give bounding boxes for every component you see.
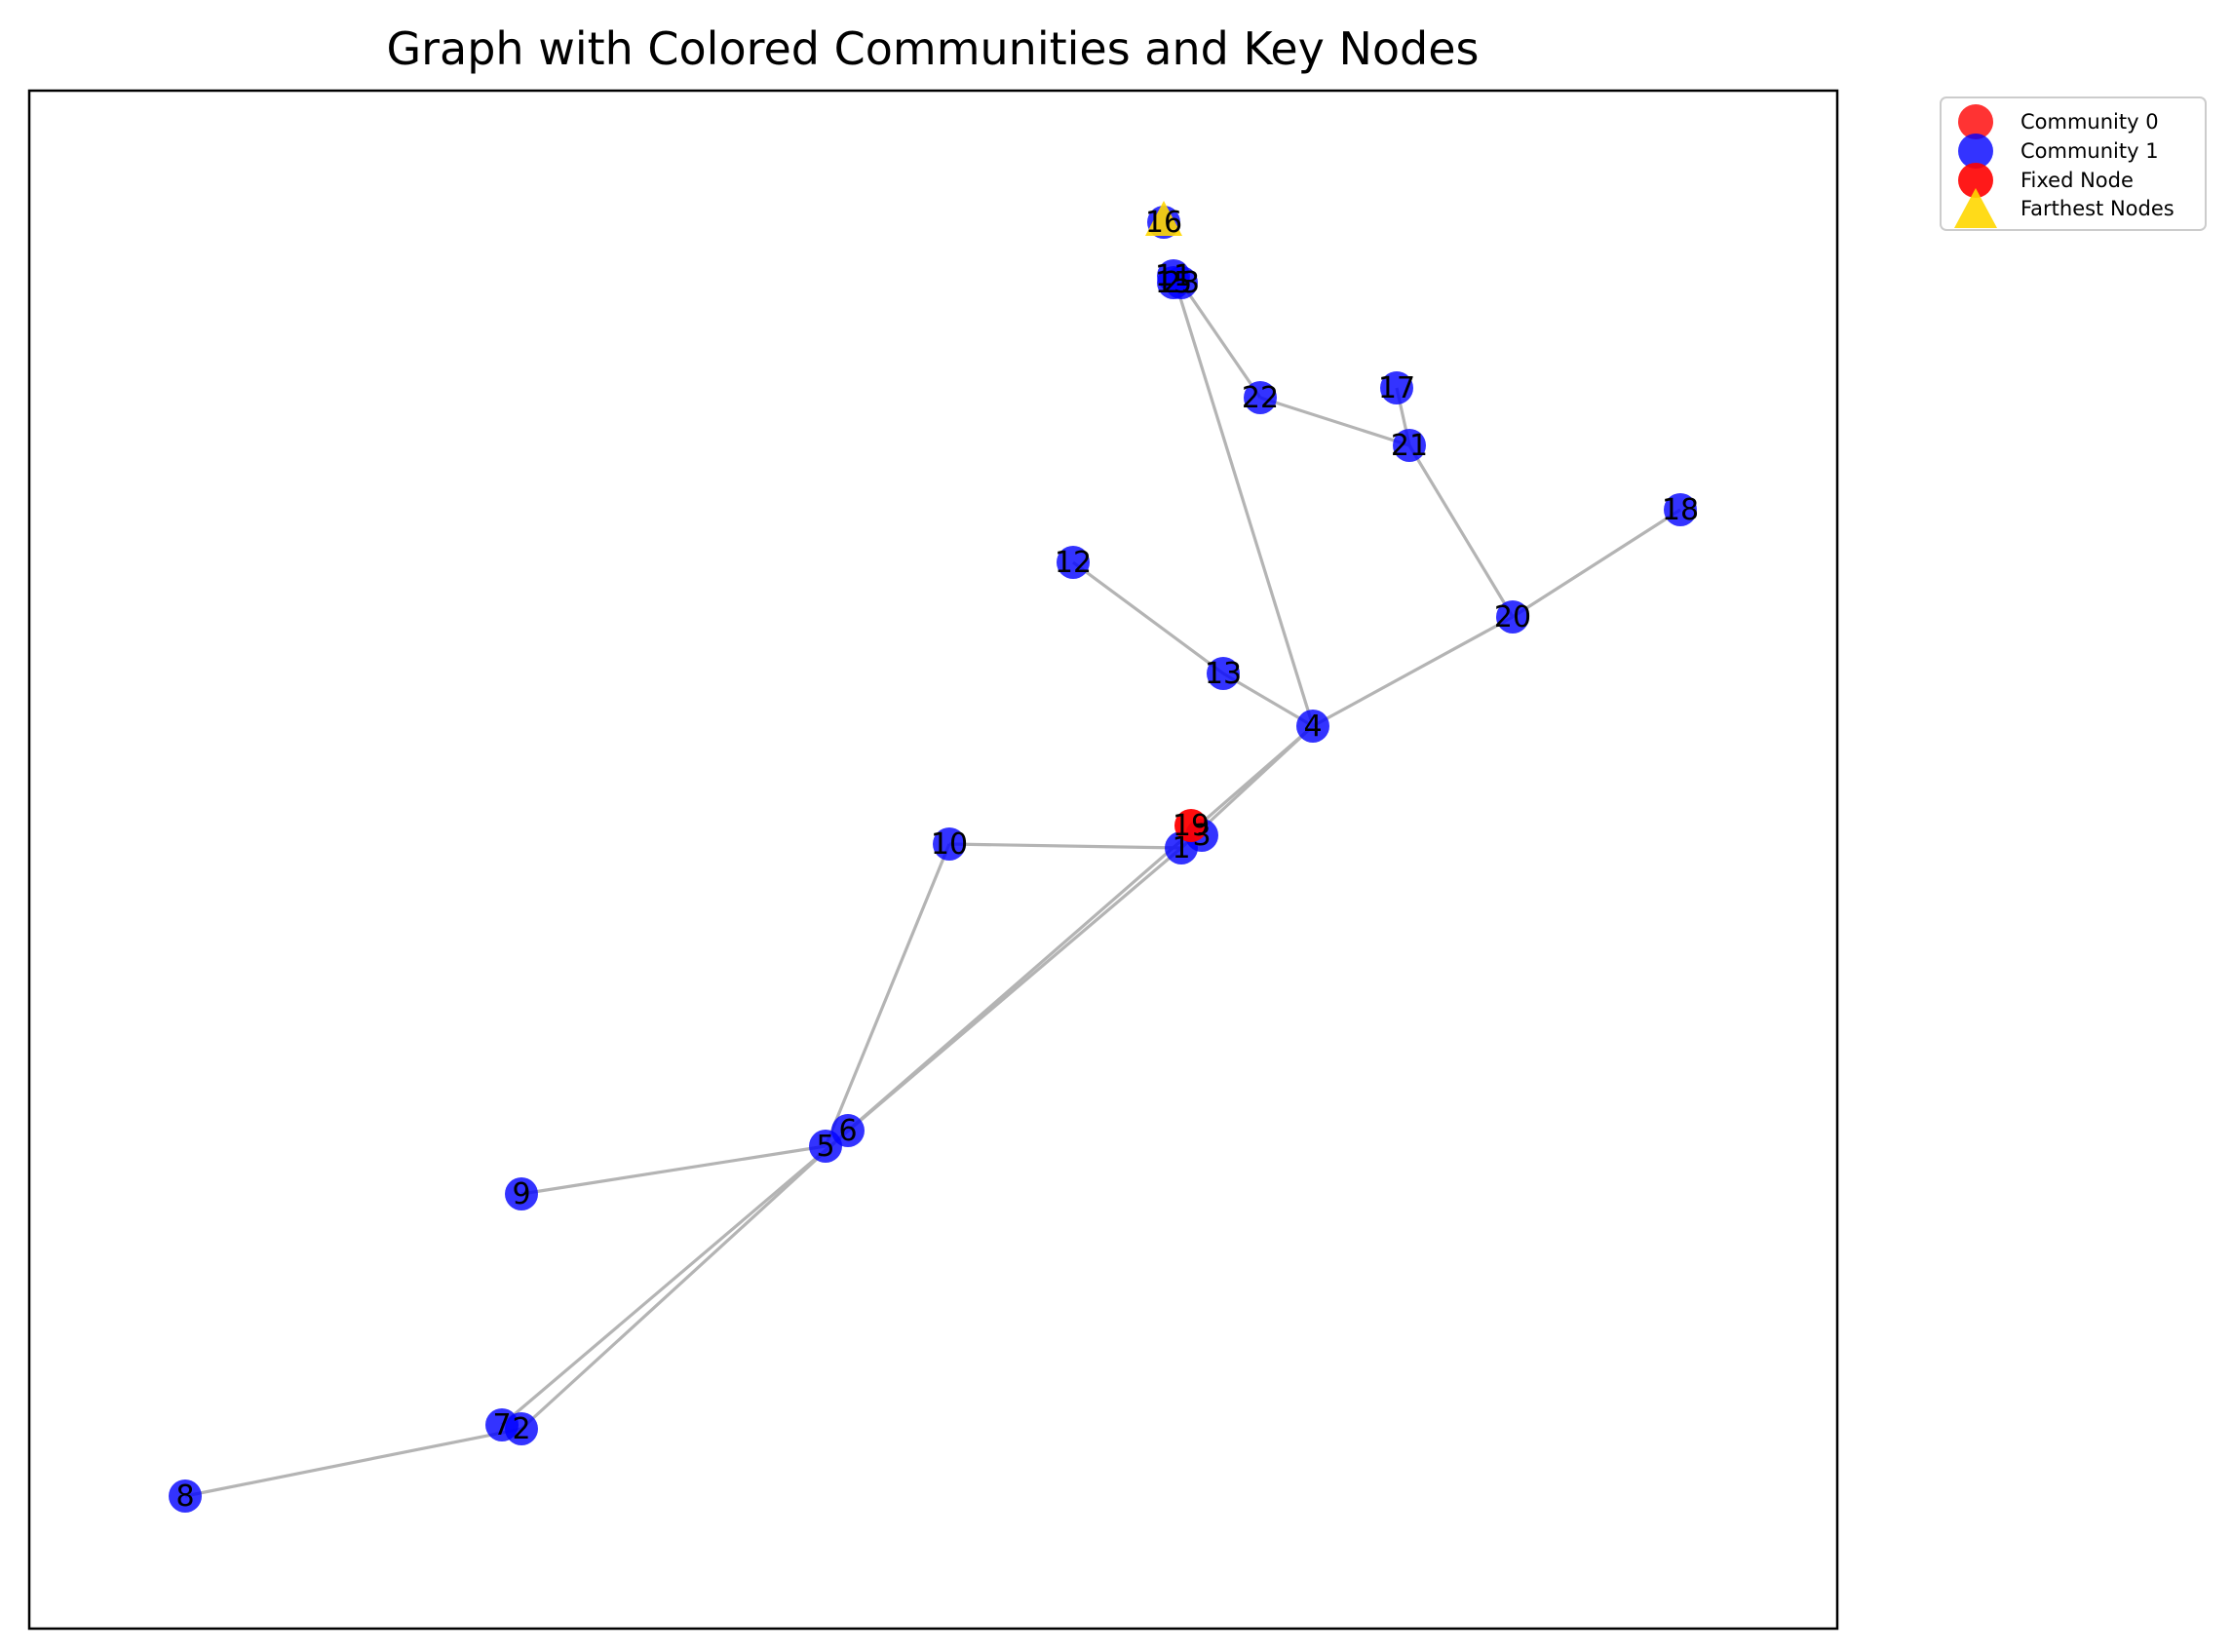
node-label-20: 20 (1494, 600, 1531, 634)
legend-marker-farthest-nodes (1954, 188, 1997, 228)
node-marker-12 (1057, 546, 1090, 579)
edge-4-20 (1312, 615, 1514, 728)
node-10 (933, 827, 966, 861)
node-marker-17 (1380, 371, 1413, 404)
node-label-1: 1 (1172, 831, 1190, 865)
node-marker-23 (1165, 266, 1198, 299)
legend-label-fixed-node: Fixed Node (2020, 169, 2134, 192)
node-18 (1664, 493, 1697, 526)
node-23 (1165, 266, 1198, 299)
node-9 (505, 1177, 538, 1210)
legend-box (1940, 96, 2207, 231)
node-marker-10 (933, 827, 966, 861)
node-13 (1207, 657, 1240, 690)
node-label-5: 5 (816, 1130, 834, 1164)
node-label-19: 19 (1173, 809, 1210, 843)
farthest-node-marker-16 (1145, 201, 1182, 236)
edge-4-13 (1222, 672, 1314, 728)
node-22 (1244, 381, 1277, 414)
node-8 (169, 1479, 202, 1513)
chart-title: Graph with Colored Communities and Key N… (386, 22, 1479, 75)
node-17 (1380, 371, 1413, 404)
node-marker-21 (1393, 429, 1426, 462)
edges-layer (184, 275, 1681, 1498)
node-marker-18 (1664, 493, 1697, 526)
node-marker-9 (505, 1177, 538, 1210)
legend-label-farthest-nodes: Farthest Nodes (2020, 197, 2174, 220)
node-19 (1174, 809, 1208, 842)
node-label-23: 23 (1163, 266, 1200, 300)
node-label-2: 2 (512, 1412, 530, 1446)
edge-4-11 (1172, 275, 1315, 727)
node-7 (485, 1408, 519, 1441)
edge-5-9 (520, 1144, 827, 1196)
node-label-18: 18 (1662, 493, 1699, 527)
node-label-12: 12 (1055, 546, 1092, 580)
legend-marker-community-0 (1958, 104, 1993, 139)
edge-13-12 (1072, 560, 1224, 675)
edge-21-22 (1259, 396, 1410, 447)
node-label-16: 16 (1145, 206, 1182, 240)
edge-2-8 (184, 1427, 522, 1498)
node-6 (831, 1114, 865, 1147)
node-label-7: 7 (492, 1408, 511, 1442)
edge-20-18 (1512, 508, 1681, 619)
legend-label-community-1: Community 1 (2020, 139, 2159, 163)
node-marker-6 (831, 1114, 865, 1147)
node-label-22: 22 (1242, 381, 1279, 415)
node-20 (1496, 600, 1529, 634)
node-label-11: 11 (1155, 259, 1192, 293)
node-label-3: 3 (1192, 819, 1211, 853)
edge-6-2 (520, 1129, 850, 1431)
node-marker-7 (485, 1408, 519, 1441)
edge-22-23 (1179, 282, 1262, 399)
node-4 (1296, 710, 1329, 743)
node-marker-19 (1174, 809, 1208, 842)
node-marker-20 (1496, 600, 1529, 634)
node-12 (1057, 546, 1090, 579)
node-label-13: 13 (1205, 657, 1242, 691)
node-label-9: 9 (512, 1177, 530, 1211)
node-label-15: 15 (1155, 266, 1192, 300)
edge-10-1 (948, 842, 1182, 850)
node-label-4: 4 (1303, 710, 1322, 744)
legend: Community 0 Community 1 Fixed Node Farth… (1940, 96, 2207, 231)
node-label-8: 8 (175, 1479, 194, 1514)
edge-6-4 (846, 724, 1315, 1133)
node-21 (1393, 429, 1426, 462)
node-marker-8 (169, 1479, 202, 1513)
node-label-10: 10 (931, 827, 968, 862)
node-label-6: 6 (838, 1114, 857, 1148)
node-marker-22 (1244, 381, 1277, 414)
edge-20-21 (1407, 444, 1515, 618)
plot-area-frame (27, 89, 1839, 1631)
node-label-17: 17 (1378, 371, 1415, 405)
legend-marker-fixed-node (1958, 163, 1993, 198)
node-marker-13 (1207, 657, 1240, 690)
legend-marker-community-1 (1958, 134, 1993, 169)
node-label-21: 21 (1391, 429, 1428, 463)
node-marker-4 (1296, 710, 1329, 743)
legend-label-community-0: Community 0 (2020, 110, 2159, 134)
edge-10-5 (824, 843, 951, 1147)
